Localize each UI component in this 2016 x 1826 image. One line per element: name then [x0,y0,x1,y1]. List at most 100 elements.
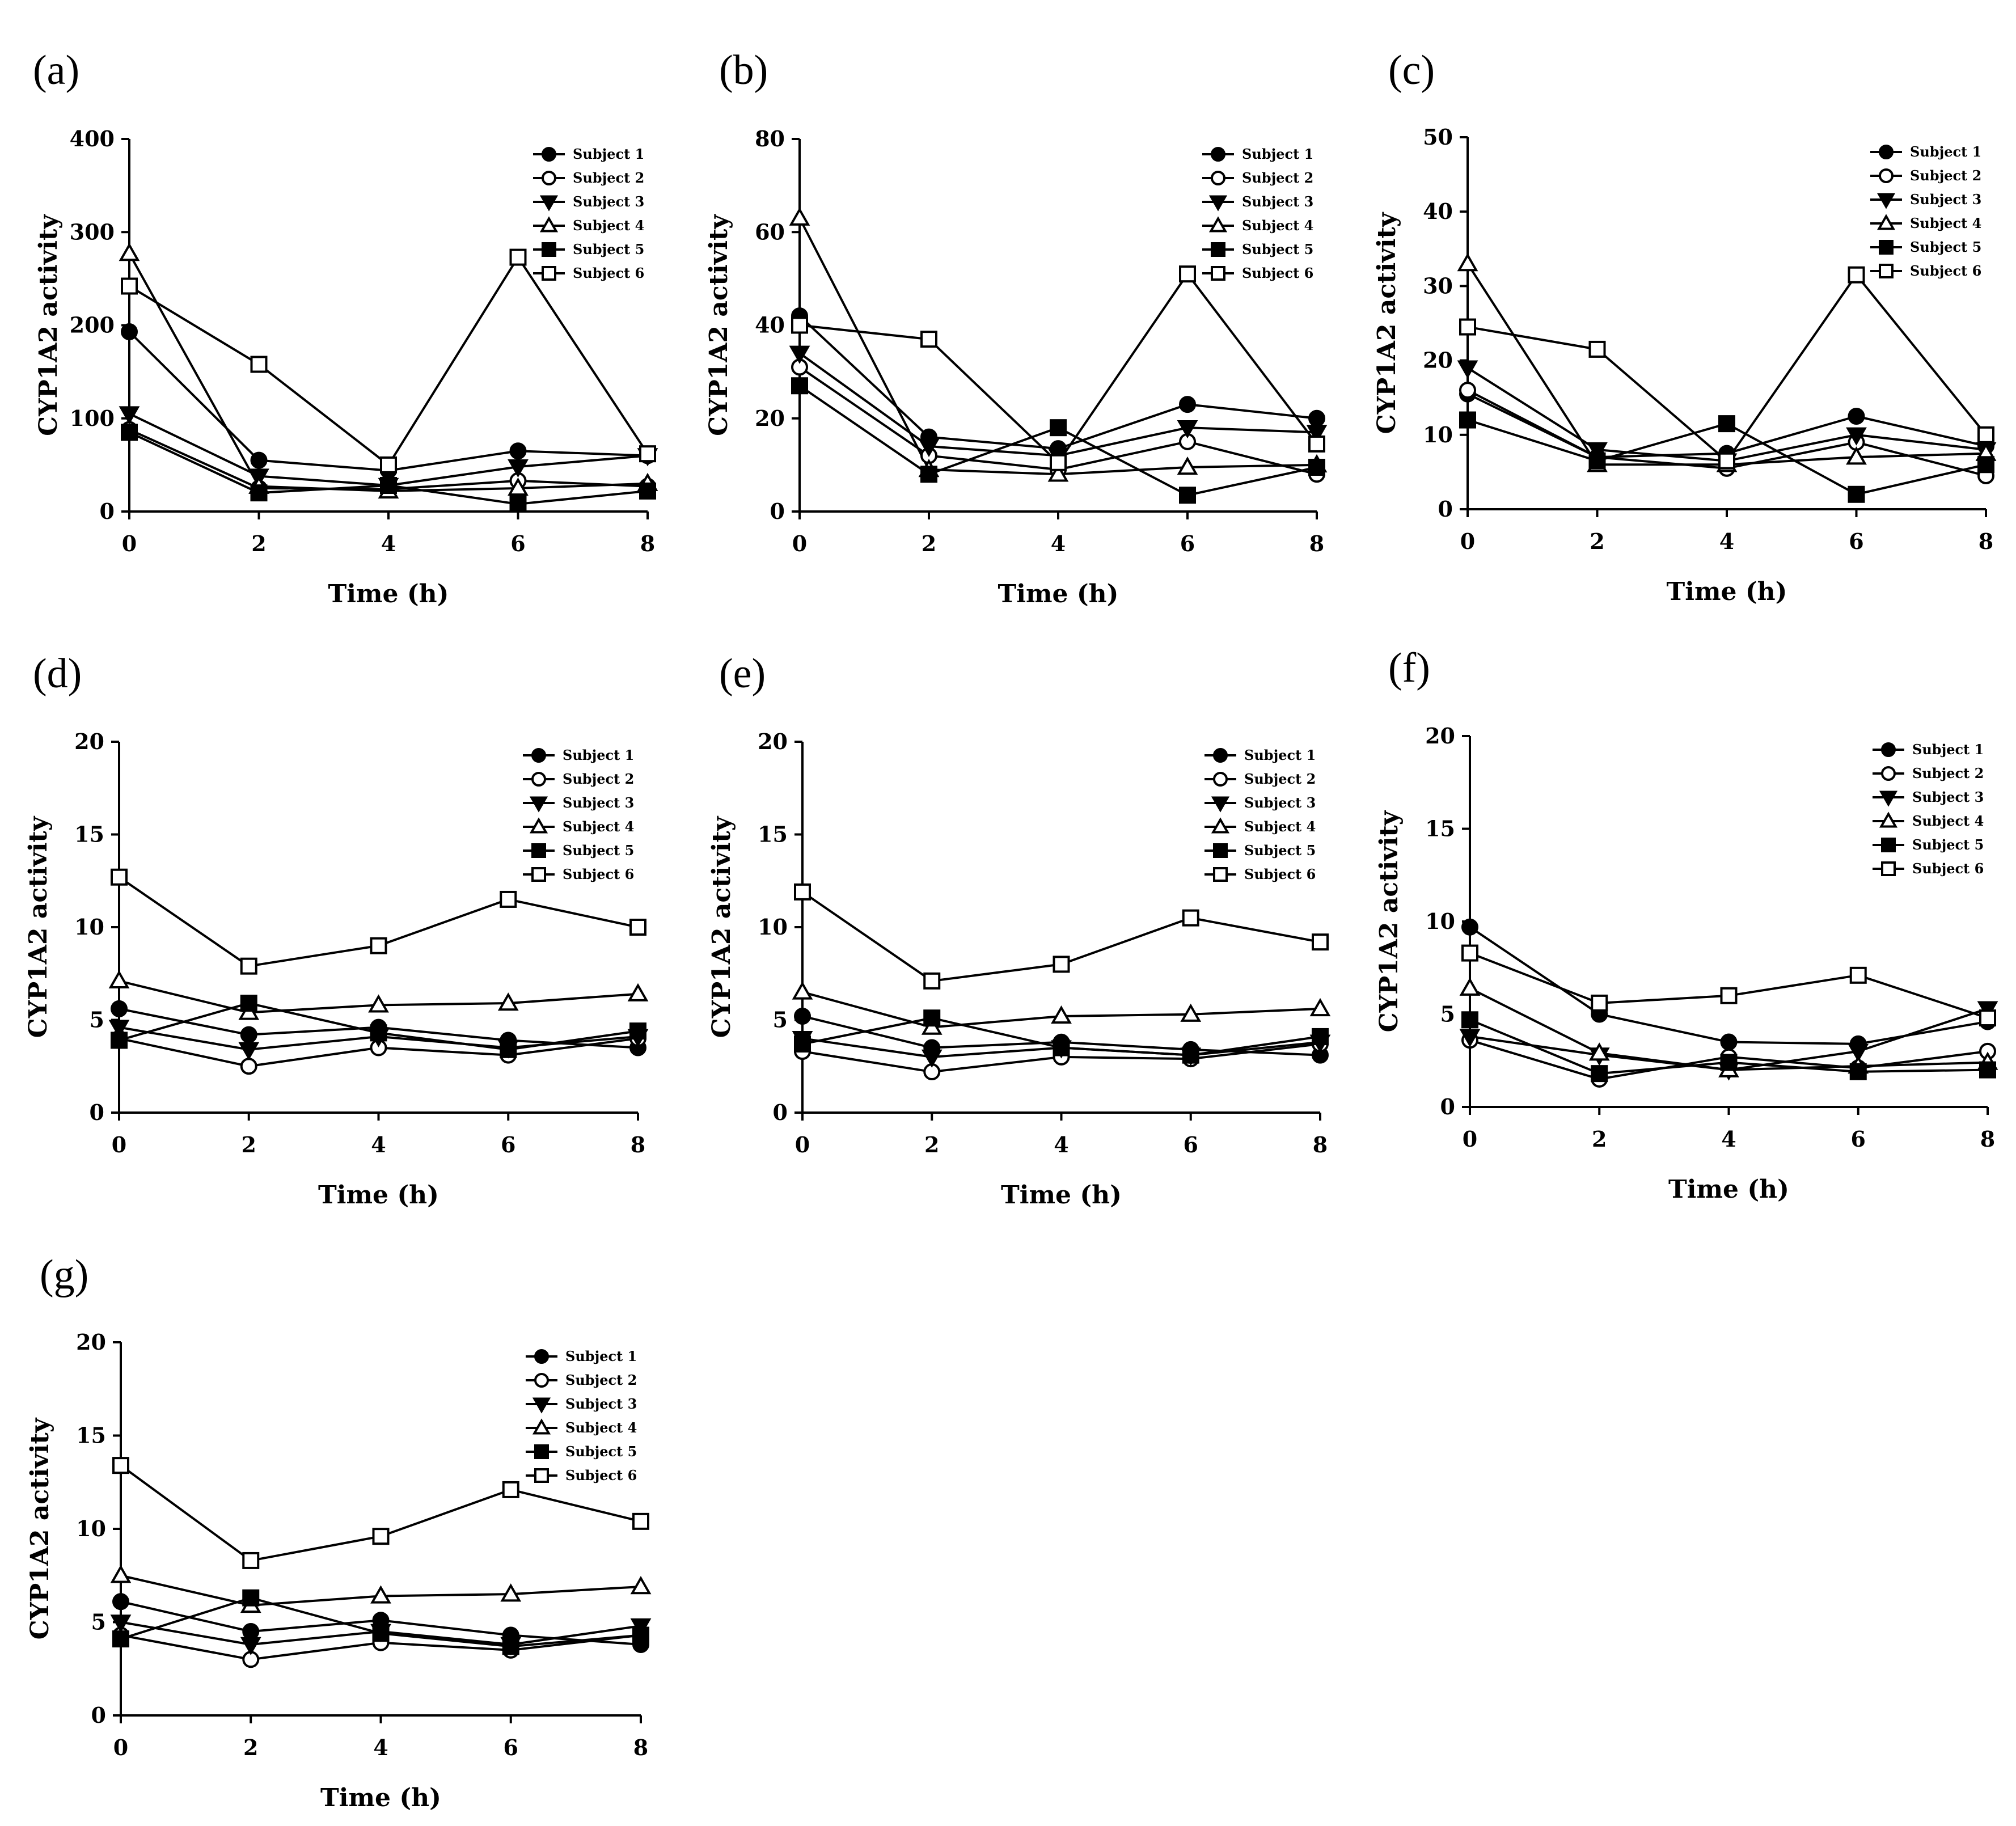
legend-marker-subject-3 [1208,195,1228,212]
data-point-subject-1 [794,1007,811,1025]
legend-label-subject-3: Subject 3 [1912,789,1984,805]
x-axis-title: Time (h) [318,1181,439,1210]
legend-label-subject-5: Subject 5 [1244,842,1316,859]
data-point-subject-4 [1180,1003,1202,1022]
legend-label-subject-2: Subject 2 [1244,771,1316,787]
x-axis-title: Time (h) [1001,1181,1122,1210]
legend-label-subject-1: Subject 1 [1242,146,1313,162]
x-tick-label: 0 [1460,529,1475,554]
x-tick-label: 0 [113,1735,128,1760]
x-tick-label: 0 [112,1132,126,1157]
legend-marker-subject-5 [534,1444,549,1459]
legend-marker-subject-3 [529,796,548,813]
data-point-subject-4 [1177,456,1198,475]
legend-marker-subject-6 [1213,867,1228,882]
data-point-subject-4 [1309,997,1331,1017]
x-tick-label: 0 [795,1132,810,1157]
data-point-subject-3 [1459,1029,1481,1047]
legend-marker-subject-3 [1876,193,1896,209]
data-point-subject-4 [110,1565,132,1583]
y-tick-label: 80 [755,126,785,151]
x-tick-label: 8 [633,1735,648,1760]
data-point-subject-5 [1461,1011,1478,1029]
data-point-subject-5 [1848,485,1865,503]
x-axis-title: Time (h) [998,580,1119,608]
data-point-subject-2 [1459,382,1476,399]
data-point-subject-6 [502,1481,519,1498]
x-tick-label: 8 [1980,1126,1995,1152]
y-axis-title: CYP1A2 activity [707,815,736,1038]
x-tick-label: 4 [373,1735,388,1760]
legend: Subject 1 Subject 2 Subject 3 Subject 4 Subj… [533,146,644,281]
legend-marker-subject-1 [1211,147,1225,162]
legend-label-subject-6: Subject 6 [1910,263,1981,279]
legend-label-subject-6: Subject 6 [565,1467,637,1483]
data-point-subject-4 [119,243,140,261]
x-tick-label: 2 [922,531,936,556]
legend-label-subject-5: Subject 5 [573,241,644,257]
y-tick-label: 5 [90,1007,104,1033]
legend-marker-subject-5 [1211,242,1225,257]
data-point-subject-6 [1459,318,1476,336]
panel-a: (a) 0 100 200 300 400 0 2 4 6 8 Time (h) CYP1A2 acti… [33,47,658,608]
data-point-subject-5 [1720,1054,1738,1071]
y-tick-label: 0 [1440,1094,1455,1119]
data-point-subject-4 [1459,977,1481,996]
series-line-subject-4 [1466,263,1987,466]
data-point-subject-6 [1591,994,1608,1012]
data-point-subject-6 [632,1512,649,1530]
data-point-subject-4 [1051,1005,1072,1024]
x-tick-label: 0 [1463,1126,1477,1152]
legend-marker-subject-6 [1881,861,1896,876]
series-line-subject-6 [120,1464,641,1562]
panel-label-g: (g) [40,1252,88,1298]
legend: Subject 1 Subject 2 Subject 3 Subject 4 Subj… [1202,146,1313,281]
data-point-subject-1 [1461,918,1478,936]
x-tick-label: 0 [792,531,807,556]
legend-marker-subject-4 [1879,811,1898,828]
data-point-subject-5 [1979,1061,1996,1079]
y-tick-label: 20 [755,405,785,431]
legend-marker-subject-6 [531,867,546,882]
x-axis-title: Time (h) [1668,1175,1789,1204]
legend: Subject 1 Subject 2 Subject 3 Subject 4 Subj… [1873,741,1984,877]
y-tick-label: 400 [70,126,115,151]
legend-label-subject-2: Subject 2 [563,771,634,787]
data-point-subject-5 [242,1589,260,1607]
y-tick-label: 0 [1438,496,1453,522]
x-axis-title: Time (h) [320,1783,441,1812]
x-tick-label: 8 [1979,529,1993,554]
data-point-subject-3 [240,1637,261,1655]
data-point-subject-1 [509,442,527,460]
data-point-subject-5 [1459,411,1476,429]
legend-label-subject-2: Subject 2 [1242,170,1313,186]
data-point-subject-6 [370,937,387,954]
data-point-subject-3 [508,459,529,478]
data-point-subject-6 [1308,435,1325,453]
data-point-subject-6 [639,445,656,463]
x-tick-label: 8 [1309,531,1324,556]
data-point-subject-5 [1050,419,1067,437]
legend-label-subject-3: Subject 3 [1910,191,1981,208]
data-point-subject-1 [250,451,268,469]
legend-label-subject-5: Subject 5 [563,842,634,859]
data-point-subject-5 [632,1626,649,1644]
x-tick-label: 4 [1051,531,1066,556]
y-tick-label: 20 [1423,348,1453,373]
legend-marker-subject-2 [534,1373,549,1388]
legend: Subject 1 Subject 2 Subject 3 Subject 4 Subj… [523,747,634,882]
legend-label-subject-5: Subject 5 [1910,239,1981,255]
data-point-subject-6 [920,331,937,348]
data-point-subject-3 [1457,360,1478,379]
data-point-subject-5 [1849,1063,1867,1080]
legend-label-subject-3: Subject 3 [573,193,644,210]
x-tick-label: 2 [1592,1126,1607,1152]
legend-marker-subject-5 [531,843,546,858]
legend-marker-subject-2 [1879,168,1894,183]
legend-label-subject-6: Subject 6 [1912,860,1984,877]
legend-marker-subject-6 [542,266,556,281]
data-point-subject-3 [110,1614,132,1633]
data-point-subject-5 [372,1625,390,1642]
y-tick-label: 0 [91,1702,106,1728]
legend-label-subject-3: Subject 3 [1242,193,1313,210]
